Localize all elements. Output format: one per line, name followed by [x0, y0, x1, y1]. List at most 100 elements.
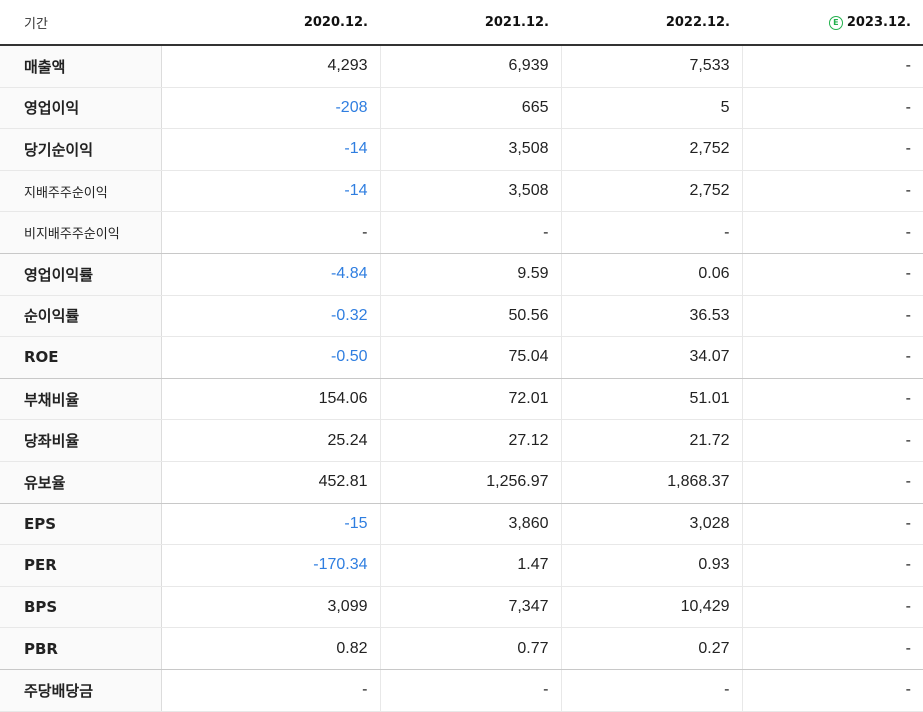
table-cell: -15	[160, 503, 380, 546]
table-cell: -	[741, 419, 923, 462]
row-label: 순이익률	[0, 295, 162, 338]
table-row: 부채비율 154.06 72.01 51.01-	[0, 378, 923, 421]
table-row: PER -170.34 1.47 0.93-	[0, 544, 923, 587]
table-cell: 4,293	[160, 45, 380, 88]
row-label: PER	[0, 544, 162, 587]
estimate-icon: E	[828, 15, 843, 30]
table-cell: 154.06	[160, 378, 380, 421]
table-cell: 7,347	[379, 586, 561, 629]
table-cell: -0.32	[160, 295, 380, 338]
table-cell: -	[741, 503, 923, 546]
table-cell: 0.77	[379, 627, 561, 670]
table-cell: 0.06	[560, 253, 742, 296]
table-cell: 72.01	[379, 378, 561, 421]
table-cell: -	[741, 378, 923, 421]
table-cell: 2,752	[560, 170, 742, 213]
period-header-label: 기간	[0, 0, 161, 46]
row-label: 영업이익률	[0, 253, 162, 296]
table-row: 지배주주순이익 -14 3,508 2,752-	[0, 170, 923, 213]
table-row: 순이익률 -0.32 50.56 36.53-	[0, 295, 923, 338]
table-cell: -	[160, 211, 380, 254]
row-label: 지배주주순이익	[0, 170, 162, 213]
table-cell: 7,533	[560, 45, 742, 88]
row-label: 부채비율	[0, 378, 162, 421]
row-label: ROE	[0, 336, 162, 379]
row-label: 주당배당금	[0, 669, 162, 712]
period-2023-label: 2023.12.	[846, 14, 911, 30]
table-cell: -	[379, 211, 561, 254]
table-cell: -14	[160, 128, 380, 171]
table-row: ROE -0.50 75.04 34.07-	[0, 336, 923, 379]
table-cell: 3,508	[379, 128, 561, 171]
table-cell: 1.47	[379, 544, 561, 587]
table-cell: 75.04	[379, 336, 561, 379]
table-cell: 3,099	[160, 586, 380, 629]
table-row: 영업이익률 -4.84 9.59 0.06-	[0, 253, 923, 296]
table-cell: -	[741, 211, 923, 254]
table-cell: 1,868.37	[560, 461, 742, 504]
table-cell: 0.93	[560, 544, 742, 587]
table-cell: 50.56	[379, 295, 561, 338]
table-row: 주당배당금 - - - -	[0, 669, 923, 712]
row-label: 유보율	[0, 461, 162, 504]
row-label: 당좌비율	[0, 419, 162, 462]
table-cell: 2,752	[560, 128, 742, 171]
table-cell: 1,256.97	[379, 461, 561, 504]
row-label: 당기순이익	[0, 128, 162, 171]
row-label: 매출액	[0, 45, 162, 88]
table-cell: 3,028	[560, 503, 742, 546]
table-row: 비지배주주순이익 - - - -	[0, 211, 923, 254]
table-cell: -	[379, 669, 561, 712]
period-2021: 2021.12.	[380, 0, 561, 46]
table-cell: 21.72	[560, 419, 742, 462]
table-cell: -	[741, 544, 923, 587]
table-cell: 25.24	[160, 419, 380, 462]
table-cell: -	[560, 211, 742, 254]
table-cell: -	[741, 170, 923, 213]
period-2020: 2020.12.	[161, 0, 380, 46]
table-cell: 3,860	[379, 503, 561, 546]
table-cell: -4.84	[160, 253, 380, 296]
table-row: 매출액 4,293 6,939 7,533-	[0, 45, 923, 88]
row-label: EPS	[0, 503, 162, 546]
table-cell: 10,429	[560, 586, 742, 629]
table-cell: 9.59	[379, 253, 561, 296]
table-row: 당좌비율 25.24 27.12 21.72-	[0, 419, 923, 462]
row-label: 영업이익	[0, 87, 162, 130]
table-cell: -170.34	[160, 544, 380, 587]
row-label: BPS	[0, 586, 162, 629]
table-cell: -	[160, 669, 380, 712]
table-cell: -	[741, 253, 923, 296]
table-cell: 27.12	[379, 419, 561, 462]
table-cell: 665	[379, 87, 561, 130]
table-cell: 5	[560, 87, 742, 130]
table-cell: -	[741, 627, 923, 670]
period-2023: E 2023.12.	[742, 0, 923, 46]
period-2022: 2022.12.	[561, 0, 742, 46]
table-cell: -	[741, 45, 923, 88]
table-cell: 0.27	[560, 627, 742, 670]
table-row: PBR 0.82 0.77 0.27-	[0, 627, 923, 670]
table-cell: -	[741, 128, 923, 171]
row-label: 비지배주주순이익	[0, 211, 162, 254]
header-row: 기간 2020.12. 2021.12. 2022.12. E 2023.12.	[0, 0, 923, 46]
table-cell: -	[741, 586, 923, 629]
table-cell: -0.50	[160, 336, 380, 379]
table-row: EPS -15 3,860 3,028-	[0, 503, 923, 546]
table-cell: 3,508	[379, 170, 561, 213]
table-cell: 6,939	[379, 45, 561, 88]
table-row: 당기순이익 -14 3,508 2,752-	[0, 128, 923, 171]
table-cell: -14	[160, 170, 380, 213]
table-cell: 0.82	[160, 627, 380, 670]
table-cell: -	[560, 669, 742, 712]
table-cell: -	[741, 336, 923, 379]
table-cell: 51.01	[560, 378, 742, 421]
table-cell: -208	[160, 87, 380, 130]
table-row: BPS 3,099 7,347 10,429-	[0, 586, 923, 629]
table-cell: -	[741, 669, 923, 712]
table-cell: -	[741, 87, 923, 130]
table-row: 영업이익 -208 665 5-	[0, 87, 923, 130]
table-cell: 452.81	[160, 461, 380, 504]
table-cell: -	[741, 295, 923, 338]
